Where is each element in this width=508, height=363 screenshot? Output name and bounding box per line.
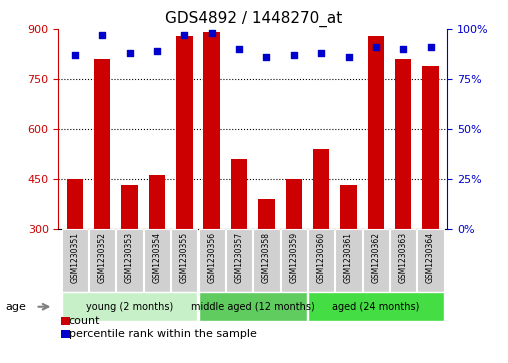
Point — [344, 54, 353, 60]
Bar — [390, 229, 417, 292]
Text: GSM1230353: GSM1230353 — [125, 232, 134, 283]
Bar — [308, 292, 444, 321]
Bar — [285, 179, 302, 229]
Text: age: age — [5, 302, 26, 312]
Text: count: count — [69, 316, 100, 326]
Bar — [204, 32, 220, 229]
Text: GSM1230360: GSM1230360 — [316, 232, 326, 283]
Text: GSM1230363: GSM1230363 — [399, 232, 408, 283]
Point — [290, 52, 298, 58]
Bar — [313, 149, 329, 229]
Point — [262, 54, 270, 60]
Bar — [423, 66, 439, 229]
Point — [71, 52, 79, 58]
Point — [208, 30, 216, 36]
Text: GSM1230357: GSM1230357 — [235, 232, 243, 283]
Bar — [199, 229, 225, 292]
Bar — [61, 330, 70, 338]
Text: GSM1230361: GSM1230361 — [344, 232, 353, 283]
Bar — [258, 199, 275, 229]
Point — [235, 46, 243, 52]
Point — [98, 32, 106, 38]
Bar — [149, 175, 165, 229]
Point — [180, 32, 188, 38]
Bar — [176, 36, 193, 229]
Bar — [116, 229, 143, 292]
Point — [125, 50, 134, 56]
Text: middle aged (12 months): middle aged (12 months) — [191, 302, 314, 312]
Bar — [253, 229, 279, 292]
Point — [153, 48, 161, 54]
Text: GSM1230364: GSM1230364 — [426, 232, 435, 283]
Text: GSM1230356: GSM1230356 — [207, 232, 216, 283]
Bar — [395, 59, 411, 229]
Point — [399, 46, 407, 52]
Bar — [94, 59, 110, 229]
Text: GSM1230351: GSM1230351 — [70, 232, 79, 283]
Text: GDS4892 / 1448270_at: GDS4892 / 1448270_at — [166, 11, 342, 27]
Point — [317, 50, 325, 56]
Bar — [171, 229, 198, 292]
Text: GSM1230352: GSM1230352 — [98, 232, 107, 283]
Bar — [121, 185, 138, 229]
Bar — [61, 317, 70, 325]
Bar — [61, 229, 88, 292]
Text: GSM1230354: GSM1230354 — [152, 232, 162, 283]
Bar — [335, 229, 362, 292]
Text: GSM1230362: GSM1230362 — [371, 232, 380, 283]
Text: GSM1230359: GSM1230359 — [289, 232, 298, 283]
Bar — [363, 229, 389, 292]
Point — [372, 44, 380, 50]
Bar — [199, 292, 307, 321]
Bar — [61, 292, 198, 321]
Text: aged (24 months): aged (24 months) — [332, 302, 420, 312]
Text: GSM1230358: GSM1230358 — [262, 232, 271, 283]
Point — [427, 44, 435, 50]
Text: GSM1230355: GSM1230355 — [180, 232, 189, 283]
Bar — [308, 229, 334, 292]
Bar — [368, 36, 384, 229]
Bar — [89, 229, 115, 292]
Text: young (2 months): young (2 months) — [86, 302, 173, 312]
Bar — [280, 229, 307, 292]
Bar — [340, 185, 357, 229]
Bar — [231, 159, 247, 229]
Bar — [67, 179, 83, 229]
Text: percentile rank within the sample: percentile rank within the sample — [69, 329, 257, 339]
Bar — [226, 229, 252, 292]
Bar — [144, 229, 170, 292]
Bar — [418, 229, 444, 292]
